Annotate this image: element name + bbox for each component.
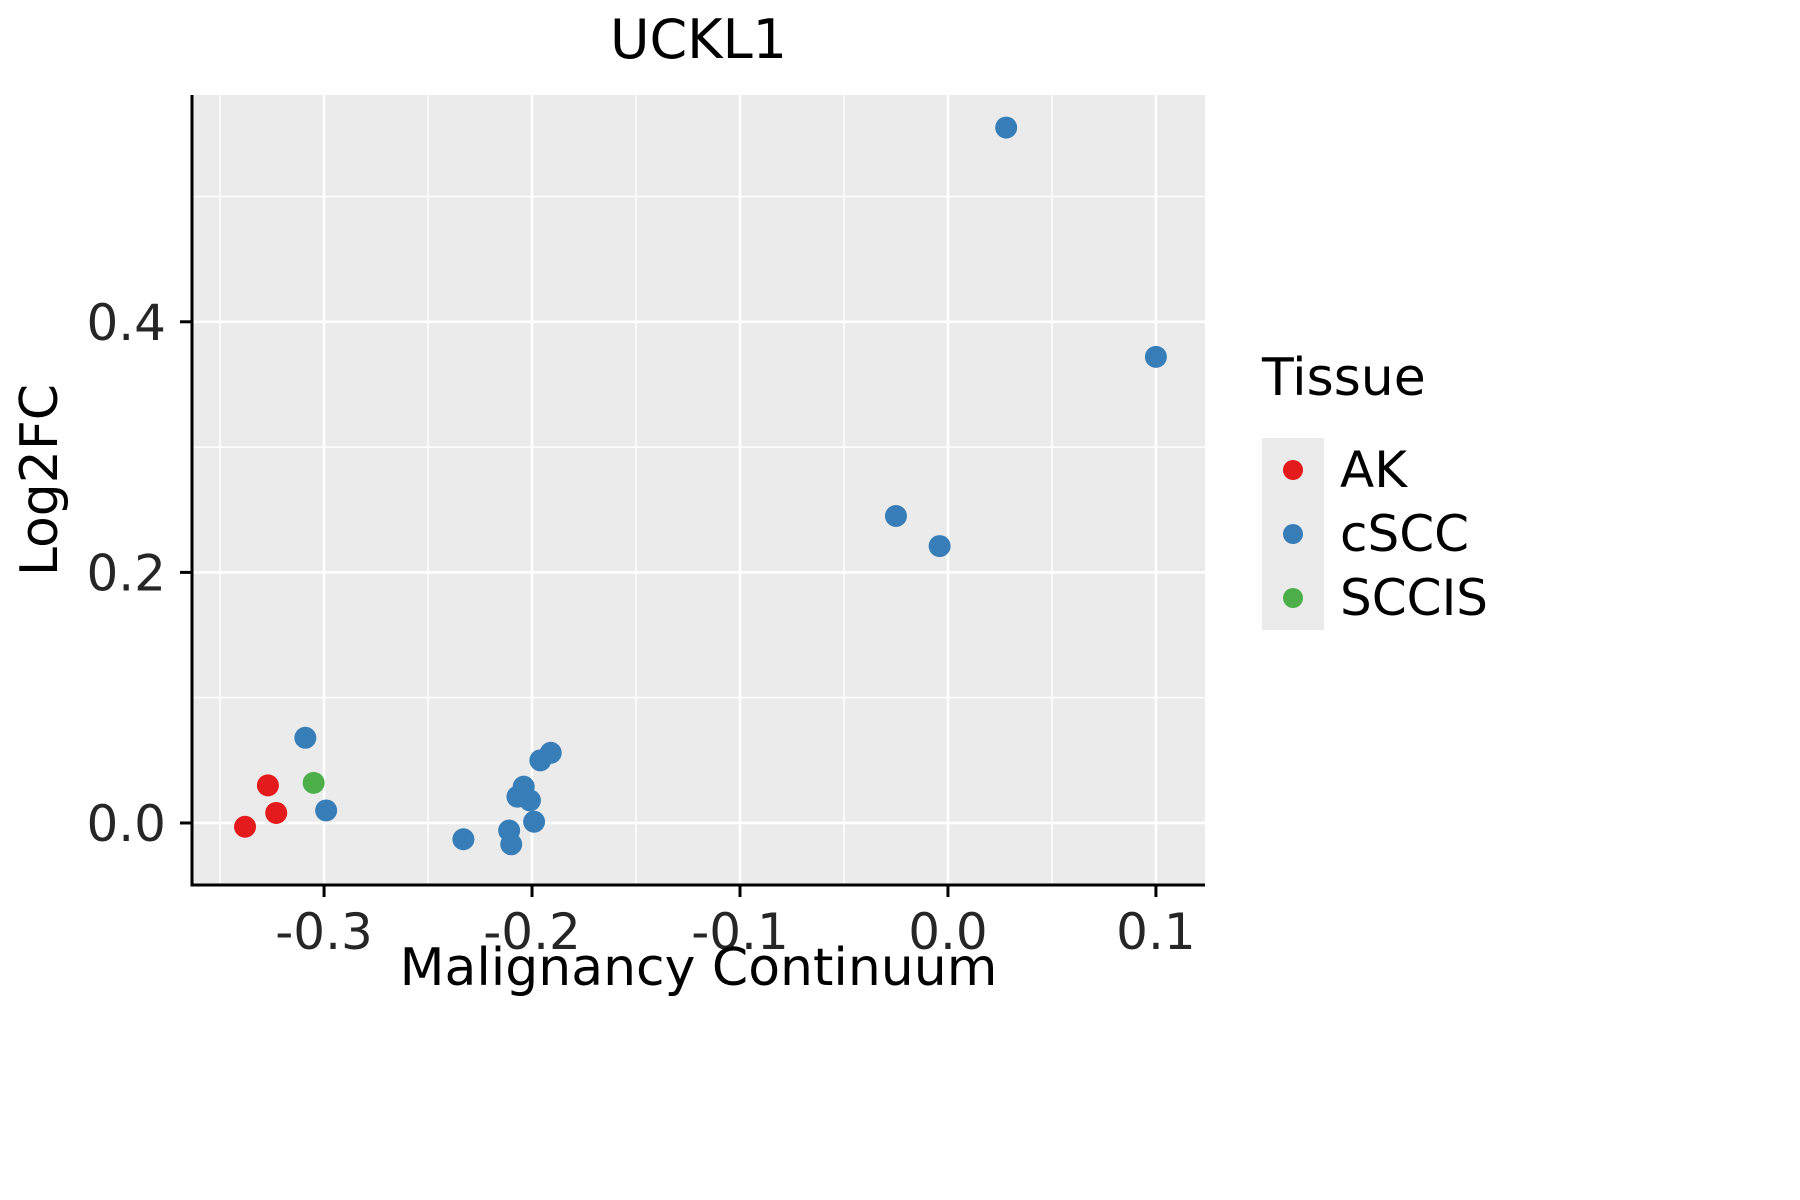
data-point-cSCC: [294, 726, 317, 749]
data-point-AK: [256, 774, 279, 797]
legend-label: SCCIS: [1340, 569, 1489, 627]
legend-item-AK: AK: [1262, 438, 1488, 502]
data-point-AK: [234, 815, 257, 838]
legend-items: AK cSCC SCCIS: [1262, 438, 1488, 630]
legend: Tissue AK cSCC SCCIS: [1262, 348, 1488, 630]
data-point-cSCC: [452, 828, 475, 851]
x-tick-label: -0.3: [275, 903, 373, 961]
x-tick-label: 0.1: [1116, 903, 1196, 961]
y-tick-label: 0.2: [86, 544, 166, 602]
y-tick-label: 0.0: [86, 795, 166, 853]
data-point-cSCC: [539, 741, 562, 764]
x-axis-label: Malignancy Continuum: [399, 938, 998, 998]
y-tick-label: 0.4: [86, 294, 166, 352]
x-tick-label: -0.1: [691, 903, 789, 961]
legend-item-SCCIS: SCCIS: [1262, 566, 1488, 630]
y-axis-label: Log2FC: [10, 383, 70, 577]
legend-title: Tissue: [1262, 348, 1426, 408]
data-point-cSCC: [315, 799, 338, 822]
legend-swatch-icon: [1283, 588, 1303, 608]
legend-item-cSCC: cSCC: [1262, 502, 1488, 566]
chart-title: UCKL1: [609, 8, 788, 71]
legend-swatch-icon: [1283, 524, 1303, 544]
legend-label: AK: [1340, 441, 1407, 499]
data-point-cSCC: [523, 810, 546, 833]
data-point-AK: [265, 801, 288, 824]
plot-panel: [192, 95, 1205, 885]
legend-key-AK: [1262, 438, 1324, 502]
data-point-SCCIS: [302, 771, 325, 794]
legend-label: cSCC: [1340, 505, 1470, 563]
x-tick-label: 0.0: [908, 903, 988, 961]
x-tick-label: -0.2: [483, 903, 581, 961]
data-point-cSCC: [928, 535, 951, 558]
data-point-cSCC: [1144, 345, 1167, 368]
data-point-cSCC: [500, 833, 523, 856]
legend-key-SCCIS: [1262, 566, 1324, 630]
legend-key-cSCC: [1262, 502, 1324, 566]
data-point-cSCC: [884, 504, 907, 527]
data-point-cSCC: [995, 116, 1018, 139]
data-point-cSCC: [518, 789, 541, 812]
legend-swatch-icon: [1283, 460, 1303, 480]
